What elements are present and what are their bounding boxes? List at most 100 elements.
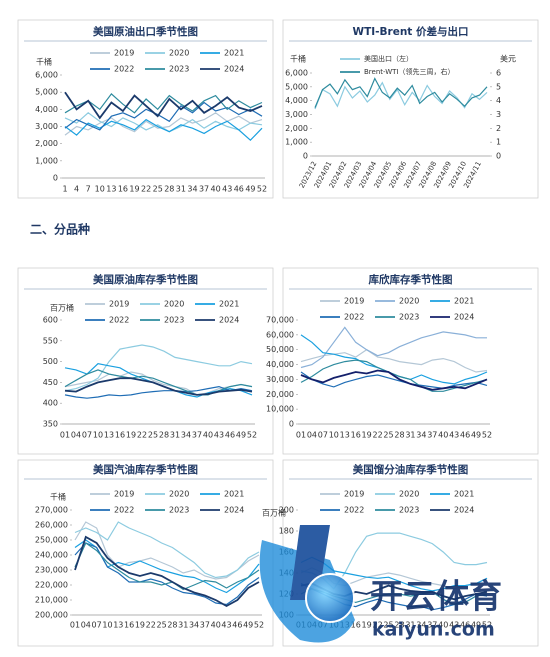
series-line — [64, 377, 253, 396]
x-tick-label: 31 — [176, 185, 186, 194]
series-line — [64, 91, 263, 120]
legend-label: 2023 — [169, 506, 189, 515]
x-tick-label: 34 — [181, 431, 191, 440]
legend-label: 2021 — [224, 490, 244, 499]
y-tick-label: 3,000 — [285, 110, 308, 119]
x-tick-label: 43 — [449, 431, 459, 440]
y2-tick-label: 1 — [496, 138, 501, 147]
legend-label: 2022 — [114, 65, 134, 74]
x-tick-label: 28 — [394, 621, 404, 630]
series-line — [64, 371, 253, 396]
series-line — [74, 535, 260, 608]
x-tick-label: 07 — [92, 621, 102, 630]
y-tick-label: 220,000 — [35, 581, 68, 590]
x-tick-label: 04 — [71, 431, 81, 440]
x-tick-label: 19 — [129, 185, 139, 194]
x-tick-label: 19 — [135, 621, 145, 630]
x-tick-label: 16 — [351, 431, 361, 440]
y2-tick-label: 4 — [496, 96, 501, 105]
y-tick-label: 240,000 — [35, 551, 68, 560]
y-tick-label: 350 — [43, 420, 58, 429]
x-tick-label: 25 — [383, 621, 393, 630]
x-tick-label: 25 — [156, 621, 166, 630]
y-tick-label: 250,000 — [35, 536, 68, 545]
x-tick-label: 31 — [405, 621, 415, 630]
y-tick-label: 5,000 — [35, 88, 58, 97]
x-tick-label: 13 — [340, 431, 350, 440]
y-tick-label: 0 — [289, 420, 294, 429]
series-line — [64, 112, 263, 136]
x-tick-label: 16 — [118, 185, 128, 194]
legend-label: 2021 — [454, 490, 474, 499]
x-tick-label: 07 — [82, 431, 92, 440]
x-tick-label: 31 — [170, 431, 180, 440]
y-tick-label: 0 — [303, 152, 308, 161]
x-tick-label: 43 — [222, 185, 232, 194]
series-line — [74, 542, 260, 606]
x-tick-label: 13 — [106, 185, 116, 194]
x-tick-label: 1 — [62, 185, 67, 194]
y-tick-label: 550 — [43, 336, 58, 345]
x-tick-label: 52 — [247, 431, 257, 440]
y-tick-label: 1,000 — [35, 156, 58, 165]
y-tick-label: 50,000 — [266, 345, 294, 354]
y-tick-label: 230,000 — [35, 566, 68, 575]
legend-label: 2019 — [344, 297, 364, 306]
y-tick-label: 70,000 — [266, 316, 294, 325]
x-tick-label: 37 — [200, 621, 210, 630]
y-tick-label: 3,000 — [35, 122, 58, 131]
y-tick-label: 1,000 — [285, 138, 308, 147]
x-tick-label: 46 — [460, 431, 470, 440]
y-tick-label: 4,000 — [35, 105, 58, 114]
legend-label: 2024 — [454, 313, 474, 322]
chart-frame — [17, 19, 274, 199]
x-tick-label: 43 — [449, 621, 459, 630]
y2-unit: 美元 — [500, 54, 516, 64]
legend-label: 2022 — [344, 506, 364, 515]
series-line — [300, 326, 487, 369]
x-tick-label: 19 — [362, 621, 372, 630]
legend-label: 2022 — [344, 313, 364, 322]
x-tick-label: 34 — [416, 621, 426, 630]
legend-label: 2020 — [169, 49, 189, 58]
x-tick-label: 22 — [141, 185, 151, 194]
x-tick-label: 10 — [93, 431, 103, 440]
chart-frame — [282, 267, 539, 455]
x-tick-label: 25 — [148, 431, 158, 440]
y-tick-label: 400 — [43, 399, 58, 408]
series-line — [64, 385, 253, 399]
series-line — [74, 542, 260, 591]
x-tick-label: 28 — [164, 185, 174, 194]
legend-label: 美国出口（左） — [364, 54, 413, 63]
chart-title: 库欣库存季节性图 — [369, 273, 453, 286]
legend-label: 2023 — [399, 506, 419, 515]
series-line — [300, 371, 488, 389]
legend-label: 2022 — [109, 316, 129, 325]
y-tick-label: 2,000 — [35, 139, 58, 148]
x-tick-label: 49 — [471, 621, 481, 630]
y2-tick-label: 0 — [496, 152, 501, 161]
legend-label: 2021 — [224, 49, 244, 58]
legend-label: 2021 — [454, 297, 474, 306]
brand-domain: kaiyun.com — [372, 619, 495, 641]
y-tick-label: 6,000 — [35, 71, 58, 80]
logo-ball — [306, 574, 354, 622]
series-line — [64, 101, 263, 131]
y-tick-label: 200 — [279, 506, 294, 515]
legend-label: 2020 — [399, 490, 419, 499]
y-tick-label: 6,000 — [285, 69, 308, 78]
legend-label: 2021 — [219, 300, 239, 309]
y2-tick-label: 6 — [496, 69, 501, 78]
x-tick-label: 10 — [102, 621, 112, 630]
y-tick-label: 40,000 — [266, 360, 294, 369]
x-tick-label: 28 — [167, 621, 177, 630]
y-tick-label: 180 — [279, 527, 294, 536]
chart-title: WTI-Brent 价差与出口 — [353, 25, 469, 38]
y-unit: 千桶 — [290, 54, 306, 64]
y-tick-label: 2,000 — [285, 124, 308, 133]
y-tick-label: 270,000 — [35, 506, 68, 515]
x-tick-label: 40 — [203, 431, 213, 440]
x-tick-label: 04 — [81, 621, 91, 630]
x-tick-label: 28 — [159, 431, 169, 440]
